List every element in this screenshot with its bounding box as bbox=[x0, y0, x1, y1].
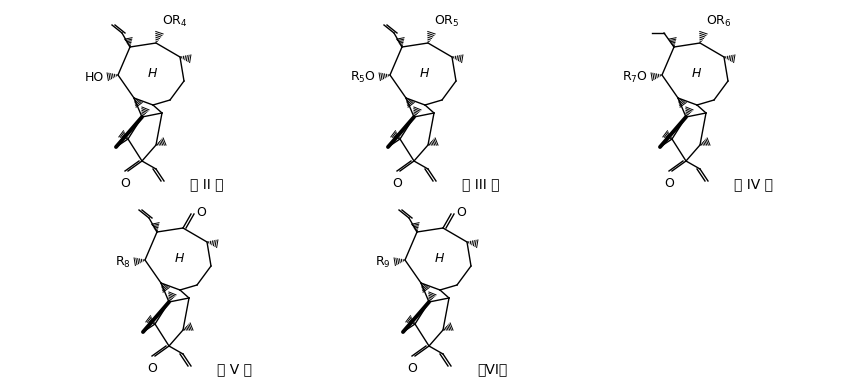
Text: H: H bbox=[691, 67, 700, 80]
Text: 式VI；: 式VI； bbox=[477, 362, 507, 376]
Text: H: H bbox=[420, 67, 429, 80]
Text: OR$_5$: OR$_5$ bbox=[434, 14, 460, 29]
Text: OR$_4$: OR$_4$ bbox=[162, 14, 187, 29]
Text: O: O bbox=[392, 177, 402, 190]
Text: 式 V ，: 式 V ， bbox=[217, 362, 252, 376]
Text: OR$_6$: OR$_6$ bbox=[706, 14, 732, 29]
Text: O: O bbox=[147, 362, 157, 375]
Text: R$_8$: R$_8$ bbox=[115, 254, 131, 270]
Text: H: H bbox=[174, 252, 184, 265]
Text: HO: HO bbox=[85, 71, 104, 83]
Text: O: O bbox=[456, 205, 465, 218]
Text: O: O bbox=[196, 205, 206, 218]
Text: O: O bbox=[120, 177, 130, 190]
Text: R$_9$: R$_9$ bbox=[375, 254, 391, 270]
Text: O: O bbox=[407, 362, 417, 375]
Text: R$_5$O: R$_5$O bbox=[350, 69, 376, 85]
Text: 式 IV ，: 式 IV ， bbox=[734, 177, 773, 191]
Text: 式 II ，: 式 II ， bbox=[190, 177, 224, 191]
Text: O: O bbox=[664, 177, 674, 190]
Text: H: H bbox=[147, 67, 157, 80]
Text: 式 III ，: 式 III ， bbox=[462, 177, 500, 191]
Text: R$_7$O: R$_7$O bbox=[622, 69, 648, 85]
Text: H: H bbox=[434, 252, 443, 265]
